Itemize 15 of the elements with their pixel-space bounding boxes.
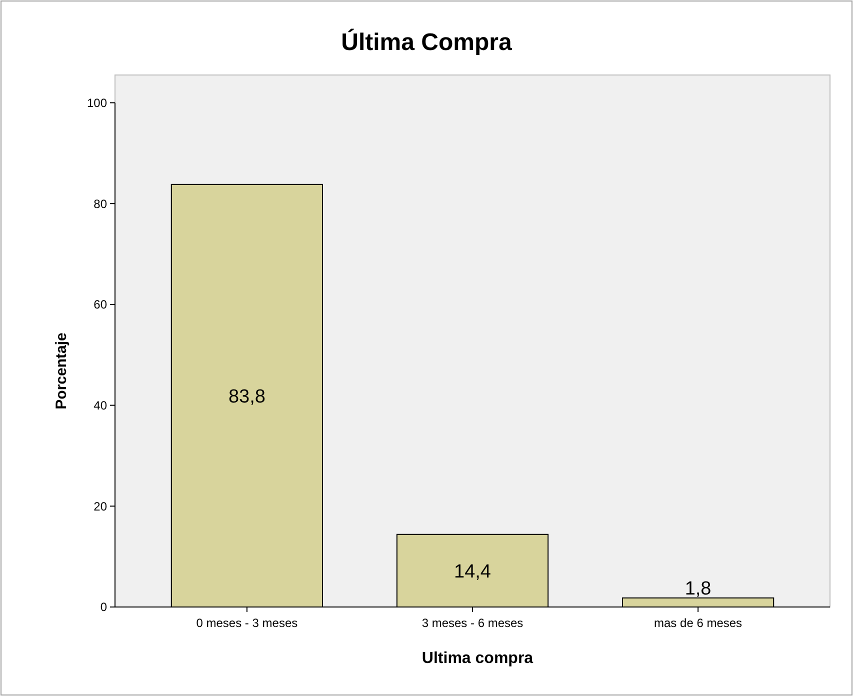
- y-tick-label: 80: [94, 196, 108, 211]
- x-tick-label: 0 meses - 3 meses: [196, 616, 298, 630]
- x-tick-label: 3 meses - 6 meses: [422, 616, 524, 630]
- chart-title: Última Compra: [341, 28, 512, 56]
- x-tick-label: mas de 6 meses: [654, 616, 742, 630]
- y-tick-label: 100: [86, 96, 108, 110]
- y-tick-label: 20: [94, 499, 108, 514]
- y-tick-label: 40: [94, 398, 108, 412]
- x-axis-title: Ultima compra: [422, 650, 534, 667]
- data-label: 83,8: [228, 386, 266, 408]
- y-tick-label: 60: [94, 298, 108, 312]
- y-tick-label: 0: [100, 600, 108, 614]
- data-label: 14,4: [454, 561, 492, 582]
- data-label: 1,8: [684, 578, 712, 600]
- y-axis-title: Porcentaje: [53, 332, 70, 410]
